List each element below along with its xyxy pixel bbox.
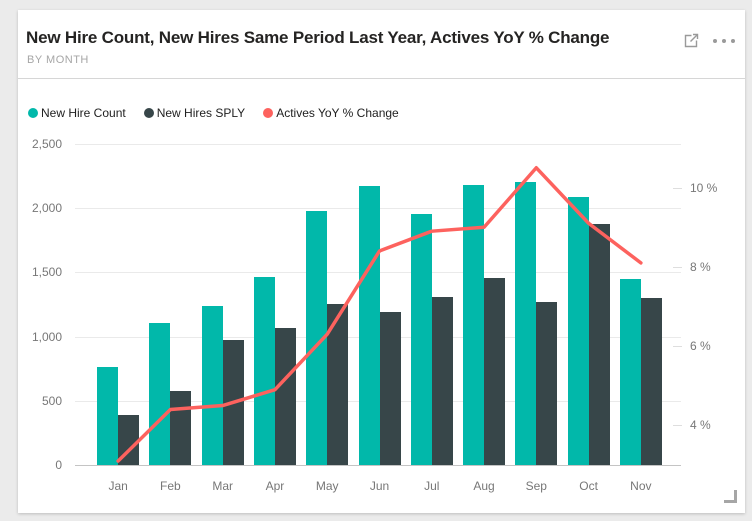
- x-axis-label: Oct: [579, 479, 598, 493]
- dot: [713, 39, 717, 43]
- x-axis-label: Nov: [630, 479, 652, 493]
- bar-new-hire-count[interactable]: [463, 185, 485, 465]
- visual-title: New Hire Count, New Hires Same Period La…: [26, 28, 610, 47]
- right-axis-tick-label: 4 %: [690, 418, 711, 433]
- bar-new-hires-sply[interactable]: [484, 278, 506, 465]
- bar-new-hire-count[interactable]: [358, 185, 380, 465]
- x-axis-label: Jul: [424, 479, 440, 493]
- right-axis-tick-label: 10 %: [690, 180, 718, 195]
- bar-new-hires-sply[interactable]: [588, 223, 610, 465]
- legend-dot-icon: [263, 108, 274, 118]
- dot: [731, 39, 735, 43]
- visual-header-actions: [653, 28, 739, 54]
- bar-new-hires-sply[interactable]: [327, 303, 349, 465]
- legend-dot-icon: [143, 108, 154, 118]
- header-divider: [18, 78, 745, 79]
- left-axis-tick-label: 500: [41, 393, 62, 408]
- right-axis-tick-label: 8 %: [690, 259, 711, 274]
- right-axis-tick: [673, 346, 682, 348]
- left-axis-tick-label: 2,000: [31, 201, 62, 216]
- right-axis-tick: [673, 187, 682, 189]
- legend-item-new-hire-count[interactable]: New Hire Count: [28, 106, 126, 120]
- left-axis-tick-label: 0: [55, 458, 62, 472]
- bar-new-hires-sply[interactable]: [379, 312, 401, 465]
- right-axis-tick: [673, 425, 682, 427]
- right-axis-tick: [673, 266, 682, 268]
- x-axis-label: Aug: [473, 479, 495, 493]
- left-axis-tick-label: 1,500: [31, 265, 62, 280]
- x-axis-line: [75, 465, 681, 466]
- bar-new-hires-sply[interactable]: [640, 298, 662, 465]
- right-axis-tick-label: 6 %: [690, 339, 711, 354]
- visual-subtitle: BY MONTH: [27, 54, 89, 66]
- bar-new-hire-count[interactable]: [253, 276, 275, 465]
- x-axis-label: Jun: [369, 479, 390, 493]
- visual-card: New Hire Count, New Hires Same Period La…: [18, 10, 745, 513]
- bar-new-hires-sply[interactable]: [274, 328, 296, 465]
- x-axis-label: Jan: [108, 479, 128, 493]
- legend-label: New Hire Count: [41, 106, 126, 120]
- legend: New Hire Count New Hires SPLY Actives Yo…: [28, 106, 399, 120]
- line-actives-yoy-change[interactable]: [75, 144, 681, 465]
- chart-plot-area: 0 500 1,000 1,500 2,000 2,500 4 % 6 % 8 % 10 % Jan…: [18, 10, 745, 513]
- bar-new-hire-count[interactable]: [619, 278, 641, 465]
- x-axis-label: May: [315, 479, 339, 493]
- bar-new-hires-sply[interactable]: [536, 301, 558, 465]
- left-axis-tick-label: 2,500: [31, 137, 62, 151]
- bar-new-hire-count[interactable]: [567, 196, 589, 465]
- bar-new-hire-count[interactable]: [515, 181, 537, 465]
- legend-item-new-hires-sply[interactable]: New Hires SPLY: [143, 106, 246, 120]
- x-axis-label: Sep: [525, 479, 547, 493]
- bar-new-hire-count[interactable]: [410, 213, 432, 465]
- bar-new-hire-count[interactable]: [149, 323, 171, 465]
- dot: [722, 39, 726, 43]
- legend-label: New Hires SPLY: [156, 106, 246, 120]
- legend-dot-icon: [28, 108, 38, 118]
- left-axis-tick-label: 1,000: [31, 329, 62, 344]
- bar-new-hire-count[interactable]: [306, 210, 328, 465]
- x-axis-label: Mar: [212, 479, 233, 493]
- focus-mode-icon[interactable]: [681, 31, 701, 51]
- x-axis-label: Feb: [160, 479, 181, 493]
- bar-new-hire-count[interactable]: [201, 305, 223, 465]
- legend-label: Actives YoY % Change: [276, 106, 399, 120]
- bar-new-hire-count[interactable]: [97, 366, 119, 465]
- x-axis-label: Apr: [265, 479, 285, 493]
- bar-new-hires-sply[interactable]: [118, 414, 140, 465]
- bar-new-hires-sply[interactable]: [431, 296, 453, 465]
- resize-handle-icon[interactable]: [724, 490, 737, 503]
- more-options-icon[interactable]: [713, 39, 739, 43]
- gridline: [75, 144, 681, 145]
- legend-item-actives-yoy[interactable]: Actives YoY % Change: [263, 106, 399, 120]
